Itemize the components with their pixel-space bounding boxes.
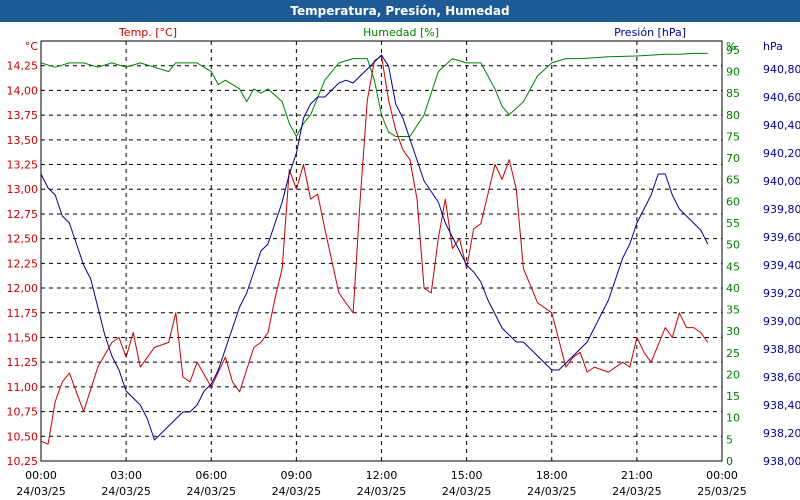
temperature-tick-label: 13,75 xyxy=(7,109,39,122)
temperature-tick-label: 11,00 xyxy=(7,381,39,394)
x-tick-time: 09:00 xyxy=(281,469,313,482)
x-tick-date: 25/03/25 xyxy=(697,485,746,498)
humidity-tick-label: 85 xyxy=(726,87,740,100)
x-tick-date: 24/03/25 xyxy=(527,485,576,498)
humidity-tick-label: 75 xyxy=(726,130,740,143)
pressure-tick-label: 938,20 xyxy=(763,427,800,440)
chart-title: Temperatura, Presión, Humedad xyxy=(0,0,800,22)
temperature-tick-label: 12,00 xyxy=(7,282,39,295)
pressure-tick-label: 939,80 xyxy=(763,203,800,216)
humidity-tick-label: 55 xyxy=(726,217,740,230)
humidity-tick-label: 90 xyxy=(726,66,740,79)
x-tick-date: 24/03/25 xyxy=(101,485,150,498)
humidity-tick-label: 65 xyxy=(726,174,740,187)
pressure-axis-title: Presión [hPa] xyxy=(614,26,686,39)
temperature-tick-label: 11,25 xyxy=(7,356,39,369)
humidity-tick-label: 0 xyxy=(726,455,733,468)
humidity-tick-label: 70 xyxy=(726,152,740,165)
temperature-tick-label: 13,00 xyxy=(7,183,39,196)
x-tick-time: 00:00 xyxy=(25,469,57,482)
humidity-series-line xyxy=(40,52,708,137)
x-tick-time: 12:00 xyxy=(366,469,398,482)
humidity-tick-label: 20 xyxy=(726,368,740,381)
pressure-tick-label: 940,20 xyxy=(763,147,800,160)
pressure-tick-label: 938,00 xyxy=(763,455,800,468)
pressure-tick-label: 940,80 xyxy=(763,63,800,76)
x-tick-time: 00:00 xyxy=(706,469,738,482)
x-tick-date: 24/03/25 xyxy=(612,485,661,498)
x-tick-time: 06:00 xyxy=(195,469,227,482)
humidity-unit-label: % xyxy=(726,40,736,53)
x-tick-date: 24/03/25 xyxy=(442,485,491,498)
humidity-tick-label: 60 xyxy=(726,195,740,208)
pressure-tick-label: 938,80 xyxy=(763,343,800,356)
temperature-series-line xyxy=(40,55,709,445)
temperature-tick-label: 10,25 xyxy=(7,455,39,468)
pressure-tick-label: 940,60 xyxy=(763,91,800,104)
pressure-tick-label: 940,00 xyxy=(763,175,800,188)
x-tick-time: 21:00 xyxy=(621,469,653,482)
temperature-tick-label: 10,50 xyxy=(7,430,39,443)
temperature-axis-title: Temp. [°C] xyxy=(118,26,177,39)
pressure-tick-label: 940,40 xyxy=(763,119,800,132)
pressure-tick-label: 939,00 xyxy=(763,315,800,328)
temperature-tick-label: 12,75 xyxy=(7,208,39,221)
x-tick-date: 24/03/25 xyxy=(187,485,236,498)
temperature-tick-label: 14,25 xyxy=(7,60,39,73)
temperature-tick-label: 12,50 xyxy=(7,233,39,246)
humidity-axis-title: Humedad [%] xyxy=(363,26,439,39)
temperature-tick-label: 14,00 xyxy=(7,84,39,97)
pressure-unit-label: hPa xyxy=(763,40,783,53)
temperature-unit-label: °C xyxy=(25,40,39,53)
humidity-tick-label: 10 xyxy=(726,412,740,425)
x-tick-date: 24/03/25 xyxy=(272,485,321,498)
x-tick-date: 24/03/25 xyxy=(16,485,65,498)
temperature-tick-label: 13,25 xyxy=(7,159,39,172)
temperature-tick-label: 11,50 xyxy=(7,331,39,344)
pressure-series-line xyxy=(40,54,709,441)
pressure-tick-label: 939,60 xyxy=(763,231,800,244)
pressure-tick-label: 938,60 xyxy=(763,371,800,384)
humidity-tick-label: 80 xyxy=(726,109,740,122)
humidity-tick-label: 15 xyxy=(726,390,740,403)
humidity-tick-label: 45 xyxy=(726,260,740,273)
x-tick-time: 18:00 xyxy=(536,469,568,482)
x-tick-time: 03:00 xyxy=(110,469,142,482)
humidity-tick-label: 5 xyxy=(726,433,733,446)
humidity-tick-label: 35 xyxy=(726,304,740,317)
humidity-tick-label: 30 xyxy=(726,325,740,338)
pressure-tick-label: 939,40 xyxy=(763,259,800,272)
x-tick-time: 15:00 xyxy=(451,469,483,482)
humidity-tick-label: 95 xyxy=(726,44,740,57)
temperature-tick-label: 11,75 xyxy=(7,307,39,320)
humidity-tick-label: 40 xyxy=(726,282,740,295)
pressure-tick-label: 938,40 xyxy=(763,399,800,412)
humidity-tick-label: 50 xyxy=(726,239,740,252)
temperature-tick-label: 13,50 xyxy=(7,134,39,147)
humidity-tick-label: 25 xyxy=(726,347,740,360)
temperature-tick-label: 12,25 xyxy=(7,257,39,270)
temperature-tick-label: 10,75 xyxy=(7,406,39,419)
pressure-tick-label: 939,20 xyxy=(763,287,800,300)
x-tick-date: 24/03/25 xyxy=(357,485,406,498)
